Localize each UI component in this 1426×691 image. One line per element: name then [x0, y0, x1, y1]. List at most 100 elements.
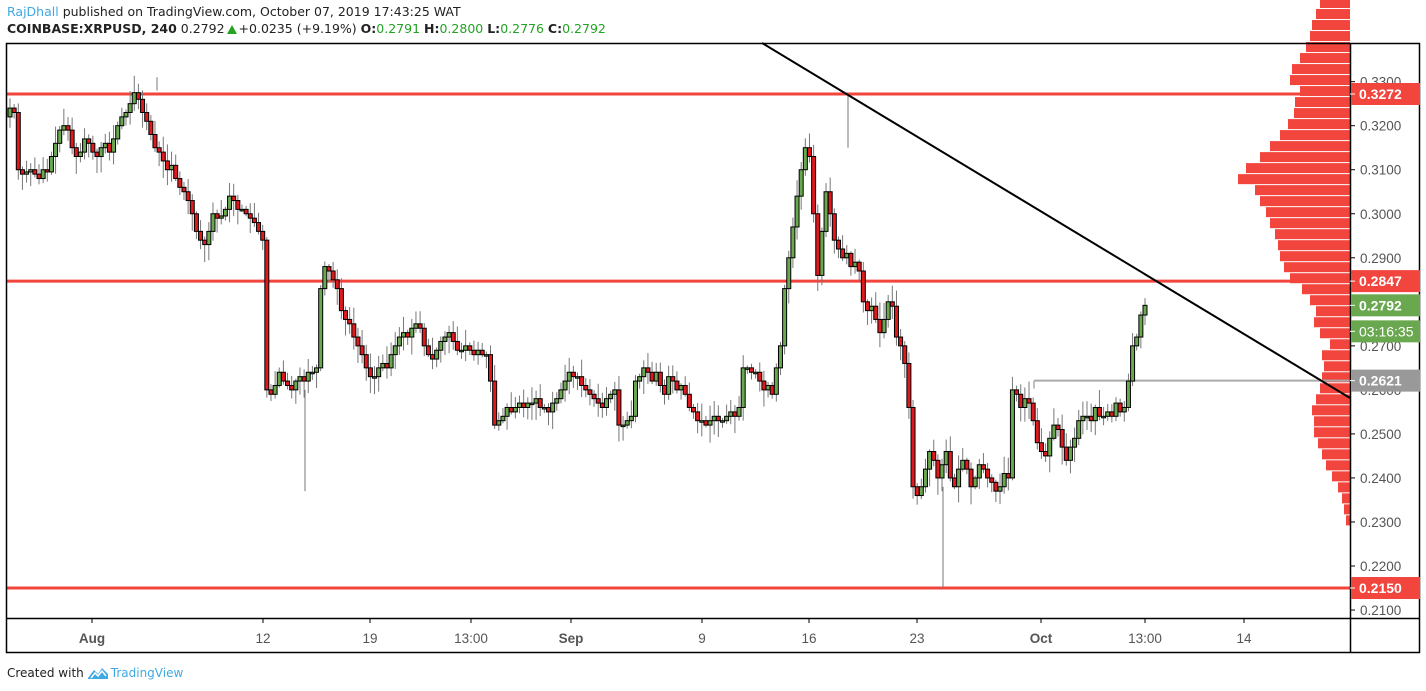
volume-profile-bar	[1295, 97, 1350, 108]
candle-down	[732, 411, 738, 417]
volume-profile-bar	[1318, 438, 1350, 449]
open-label: O:	[360, 21, 377, 36]
symbol-name[interactable]: COINBASE:XRPUSD, 240	[7, 21, 177, 36]
candle-up	[612, 389, 618, 395]
candle-up	[24, 171, 30, 175]
candle-up	[413, 323, 419, 329]
time-tick-label: 13:00	[454, 631, 488, 646]
candle-down	[268, 389, 274, 395]
candle-down	[715, 415, 721, 422]
candle-up	[632, 380, 638, 417]
volume-profile-bar	[1314, 427, 1350, 438]
candle-down	[670, 376, 676, 382]
price-axis[interactable]: 0.33000.32000.31000.30000.29000.28000.27…	[1350, 75, 1401, 618]
candle-up	[1092, 406, 1098, 422]
time-tick-label: Oct	[1030, 631, 1053, 646]
candle-up	[972, 477, 978, 488]
candle-down	[587, 389, 593, 395]
volume-profile-bar	[1322, 372, 1350, 383]
candle-down	[488, 354, 494, 382]
candle-down	[359, 345, 365, 356]
candle-down	[32, 169, 38, 175]
candle-up	[624, 420, 630, 426]
candle-up	[297, 376, 303, 382]
candle-up	[765, 384, 771, 391]
candle-down	[840, 248, 846, 259]
price-tick-label: 0.2200	[1360, 559, 1401, 574]
candle-down	[69, 129, 75, 149]
candle-down	[1059, 429, 1065, 448]
candle-up	[463, 345, 469, 351]
horizontal-levels[interactable]	[6, 92, 1350, 590]
candle-up	[500, 415, 506, 422]
candle-down	[661, 384, 667, 395]
volume-profile-bar	[1290, 75, 1350, 86]
candle-down	[1096, 406, 1102, 417]
candle-up	[603, 398, 609, 408]
candle-up	[773, 367, 779, 395]
time-tick-label: 14	[1236, 631, 1252, 646]
tradingview-logo-icon	[87, 668, 108, 679]
candle-down	[479, 349, 485, 356]
price-tick-label: 0.3200	[1360, 119, 1401, 134]
candle-down	[164, 160, 170, 171]
candle-down	[815, 213, 821, 276]
volume-profile-bar	[1275, 229, 1350, 240]
candle-up	[653, 371, 659, 382]
candle-down	[181, 186, 187, 193]
candle-down	[595, 398, 601, 404]
svg-text:0.2792: 0.2792	[1359, 297, 1402, 313]
volume-profile-bar	[1310, 295, 1350, 306]
candle-down	[898, 336, 904, 347]
candle-up	[869, 305, 875, 312]
chart-pane-frame	[5, 42, 1421, 654]
volume-profile-bar	[1270, 141, 1350, 152]
current-price-tag: 0.2792	[1350, 294, 1420, 317]
candle-up	[409, 327, 415, 338]
candle-up	[396, 336, 402, 347]
candle-down	[384, 362, 390, 369]
candle-up	[608, 393, 614, 400]
published-text: published on TradingView.com, October 07…	[62, 4, 461, 19]
candle-down	[417, 323, 423, 329]
candle-down	[15, 111, 21, 171]
svg-text:0.2150: 0.2150	[1359, 580, 1402, 596]
candle-up	[550, 402, 556, 413]
candle-down	[173, 164, 179, 180]
candle-down	[645, 367, 651, 373]
candle-up	[885, 301, 891, 320]
candle-down	[1038, 442, 1044, 453]
candle-down	[910, 406, 916, 488]
volume-profile-bar	[1320, 328, 1350, 339]
candle-up	[119, 116, 125, 127]
candle-up	[1076, 420, 1082, 439]
trendline[interactable]	[761, 42, 1351, 399]
candle-down	[86, 138, 92, 144]
volume-profile-bar	[1260, 152, 1350, 163]
candle-up	[558, 389, 564, 400]
tradingview-link[interactable]: TradingView	[110, 666, 184, 680]
volume-profile-bar	[1316, 394, 1350, 405]
candle-up	[794, 195, 800, 228]
candle-down	[44, 169, 50, 173]
volume-profile-bar	[1316, 9, 1350, 20]
volume-profile-bar	[1310, 31, 1350, 42]
candle-down	[421, 327, 427, 347]
candle-down	[686, 393, 692, 408]
candle-up	[512, 406, 518, 413]
price-tick-label: 0.2700	[1360, 339, 1401, 354]
candle-down	[405, 332, 411, 338]
candle-down	[140, 98, 146, 113]
candle-up	[728, 411, 734, 417]
volume-profile-bar	[1326, 460, 1350, 471]
time-axis[interactable]: Aug 12 19 13:00 Sep 9 16 23 Oct 13:00 14	[79, 618, 1252, 646]
candle-down	[189, 200, 195, 215]
candle-down	[214, 213, 220, 219]
volume-profile-bar	[1314, 317, 1350, 328]
candle-down	[36, 173, 42, 180]
candle-down	[243, 208, 249, 215]
author-link[interactable]: RajDhall	[7, 4, 59, 19]
volume-profile-bar	[1300, 53, 1350, 64]
candle-up	[823, 191, 829, 232]
